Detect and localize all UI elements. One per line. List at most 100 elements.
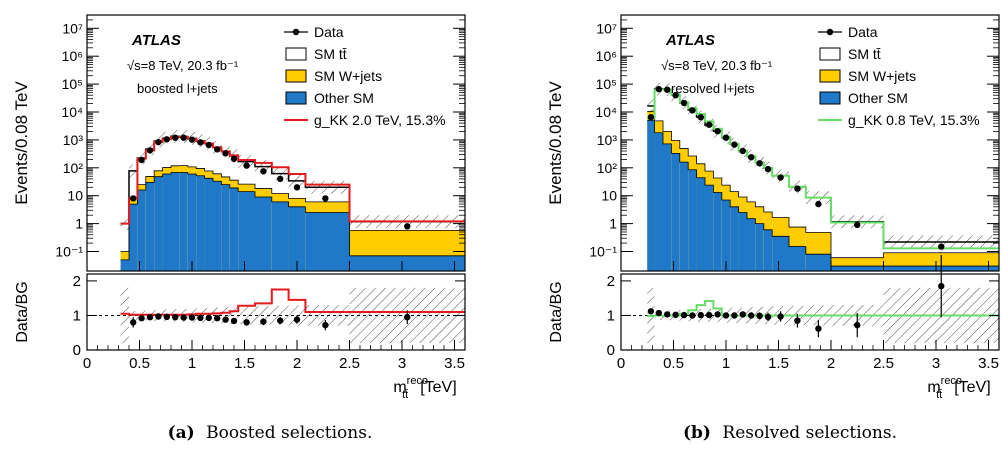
x-tick-label: 3.5 xyxy=(978,355,999,372)
other-sm-bar xyxy=(187,173,197,271)
ratio-point xyxy=(146,313,154,321)
x-tick-label: 2.5 xyxy=(873,355,894,372)
legend-wjets-swatch xyxy=(819,69,841,83)
other-sm-bar xyxy=(763,229,773,271)
x-tick-label: 0 xyxy=(83,355,91,372)
other-sm-bar xyxy=(154,176,163,271)
ratio-point xyxy=(689,312,696,319)
other-sm-bar xyxy=(229,187,239,271)
y-tick-label: 10 xyxy=(601,188,617,204)
y-tick-label: 10³ xyxy=(63,132,84,148)
other-sm-bar xyxy=(288,206,306,271)
ratio-point xyxy=(260,318,267,325)
other-sm-bar xyxy=(647,120,655,271)
legend-ttbar-swatch xyxy=(285,47,307,61)
data-point xyxy=(672,92,679,99)
y-tick-label: 10⁶ xyxy=(62,48,83,64)
y-tick-label: 10⁻¹ xyxy=(55,243,83,259)
legend-wjets-swatch xyxy=(285,69,307,83)
y-tick-label: 10⁷ xyxy=(62,20,83,36)
energy-label: √s=8 TeV, 20.3 fb⁻¹ xyxy=(661,58,773,73)
ratio-point xyxy=(777,313,784,320)
other-sm-bar xyxy=(789,246,806,271)
ratio-point xyxy=(293,316,301,323)
ratio-point xyxy=(672,311,679,318)
other-sm-bar xyxy=(805,254,831,271)
x-tick-label: 3.5 xyxy=(444,355,465,372)
legend-ttbar-label: SM tt̄ xyxy=(848,46,881,62)
ratio-point xyxy=(130,319,137,326)
data-point xyxy=(277,175,284,183)
caption-b-text: Resolved selections. xyxy=(722,423,897,443)
other-sm-bar xyxy=(721,200,731,271)
other-sm-bar xyxy=(654,132,663,271)
data-point xyxy=(322,195,329,202)
data-point xyxy=(130,195,137,202)
signal-line xyxy=(647,88,999,250)
data-point xyxy=(155,138,162,146)
legend-data-marker xyxy=(826,28,834,36)
x-axis-title: mreco tt̄ [TeV] xyxy=(393,375,456,401)
ratio-point xyxy=(764,313,772,321)
data-point xyxy=(188,136,196,143)
x-axis-title: mreco tt̄ [TeV] xyxy=(927,375,990,401)
data-point xyxy=(706,121,713,128)
x-tick-label: 0.5 xyxy=(663,355,684,372)
ratio-point xyxy=(706,311,713,319)
y-axis-title: Events/0.08 TeV xyxy=(546,81,565,205)
data-point xyxy=(777,174,784,181)
caption-b: (b) Resolved selections. xyxy=(683,423,897,443)
wjets-outline xyxy=(647,110,999,259)
other-sm-bar xyxy=(671,153,680,271)
x-tick-label: 2 xyxy=(827,355,835,372)
signal-ratio-line xyxy=(120,288,465,316)
data-point xyxy=(664,86,671,93)
y-tick-label: 10² xyxy=(63,160,84,176)
legend-ttbar-label: SM tt̄ xyxy=(314,46,347,62)
other-sm-bar xyxy=(747,218,756,271)
ratio-point xyxy=(756,312,763,319)
atlas-label: ATLAS xyxy=(131,32,181,49)
data-point xyxy=(714,128,721,135)
data-point xyxy=(731,141,738,148)
ratio-uncertainty-band xyxy=(238,306,255,325)
data-point xyxy=(138,156,145,164)
caption-a-text: Boosted selections. xyxy=(206,423,372,443)
data-point xyxy=(697,114,704,121)
legend-ttbar-swatch xyxy=(819,47,841,61)
x-tick-label: 1.5 xyxy=(234,355,255,372)
legend-other-label: Other SM xyxy=(848,90,908,106)
x-tick-label: 1 xyxy=(188,355,196,372)
energy-label: √s=8 TeV, 20.3 fb⁻¹ xyxy=(127,58,239,73)
data-point xyxy=(243,162,250,169)
other-sm-bar xyxy=(145,182,155,271)
other-sm-bar xyxy=(705,185,714,271)
x-tick-label: 3 xyxy=(932,355,940,372)
other-sm-bar xyxy=(305,212,350,271)
data-point xyxy=(293,184,301,191)
y-tick-label: 10⁴ xyxy=(595,104,617,120)
data-point xyxy=(172,134,179,141)
ratio-point xyxy=(938,282,945,290)
ratio-point xyxy=(230,317,238,325)
other-sm-bar xyxy=(179,172,188,271)
data-point xyxy=(680,99,688,107)
ratio-point xyxy=(138,315,145,322)
other-sm-outline xyxy=(120,172,465,261)
ratio-point xyxy=(748,312,755,319)
ratio-point xyxy=(155,313,162,320)
caption-a-tag: (a) xyxy=(168,423,195,443)
ratio-point xyxy=(222,316,229,323)
y-tick-label: 10⁴ xyxy=(61,104,83,120)
data-point xyxy=(794,185,801,192)
selection-label: resolved l+jets xyxy=(671,81,755,96)
other-sm-bar xyxy=(120,259,129,271)
data-point xyxy=(689,107,696,114)
data-point xyxy=(764,165,772,173)
legend-data-label: Data xyxy=(314,24,344,40)
ratio-point xyxy=(714,311,721,318)
data-point xyxy=(222,150,229,157)
